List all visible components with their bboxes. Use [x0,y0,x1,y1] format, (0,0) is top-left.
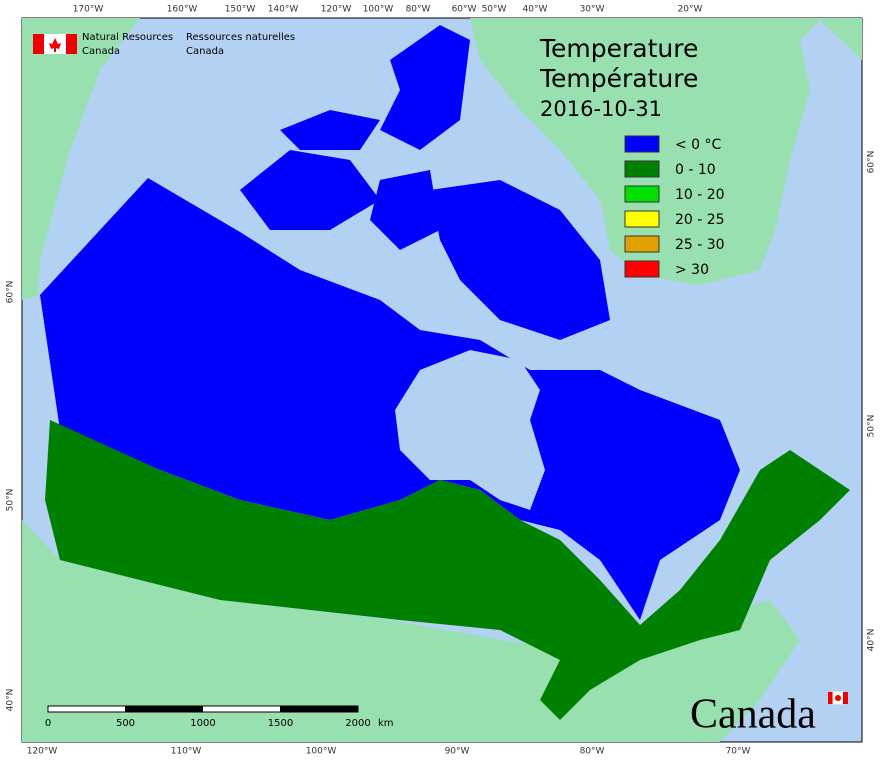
graticule-label: 150°W [225,5,256,15]
graticule-label: 170°W [73,5,104,15]
wordmark: Canada [690,692,816,738]
hudson-bay [395,350,545,510]
legend-swatch [624,185,660,203]
graticule-label: 110°W [171,747,202,757]
scale-tick-label: 2000 [345,718,370,729]
mild-region [45,420,850,720]
graticule-label: 100°W [306,747,337,757]
graticule-label: 20°W [678,5,703,15]
island [280,110,380,150]
legend-swatch [624,160,660,178]
graticule-label: 50°N [867,415,877,438]
legend-swatch [624,135,660,153]
date: 2016-10-31 [540,97,662,121]
island [380,25,470,150]
graticule-label: 40°W [523,5,548,15]
island [240,150,380,230]
country-en: Canada [82,46,120,57]
greenland [470,18,862,285]
legend-label: > 30 [675,262,709,278]
legend-label: 0 - 10 [675,162,716,178]
island [430,180,610,340]
wordmark-flag [828,691,848,705]
graticule-label: 40°N [867,629,877,652]
scale-tick-label: 1000 [190,718,215,729]
country-fr: Canada [186,46,224,57]
graticule-label: 90°W [445,747,470,757]
graticule-label: 60°N [6,281,16,304]
graticule-label: 50°N [6,489,16,512]
scale-tick-label: 1500 [268,718,293,729]
legend-label: 20 - 25 [675,212,725,228]
legend-label: 25 - 30 [675,237,725,253]
graticule-label: 40°N [6,689,16,712]
graticule-label: 60°W [452,5,477,15]
alaska [22,18,140,300]
graticule-label: 80°W [406,5,431,15]
scale-unit: km [378,718,394,729]
graticule-label: 100°W [363,5,394,15]
graticule-label: 160°W [167,5,198,15]
legend-label: < 0 °C [675,137,722,153]
legend-swatch [624,260,660,278]
title-fr: Température [539,64,698,93]
scale-tick-label: 0 [45,718,51,729]
graticule-label: 30°W [580,5,605,15]
usa [22,520,800,742]
legend-swatch [624,210,660,228]
scale-bar-segment [125,706,203,712]
legend-label: 10 - 20 [675,187,725,203]
graticule-label: 80°W [580,747,605,757]
graticule-label: 70°W [726,747,751,757]
scale-tick-label: 500 [116,718,135,729]
agency-en: Natural Resources [82,32,173,43]
graticule-label: 140°W [268,5,299,15]
graticule-label: 60°N [867,151,877,174]
cold-region [40,178,740,620]
legend-swatch [624,235,660,253]
flag [33,34,77,54]
graticule-label: 50°W [482,5,507,15]
graticule-label: 120°W [321,5,352,15]
title-en: Temperature [539,34,698,63]
graticule-label: 120°W [27,747,58,757]
agency-fr: Ressources naturelles [186,32,295,43]
island [370,170,440,250]
scale-bar-segment [280,706,358,712]
